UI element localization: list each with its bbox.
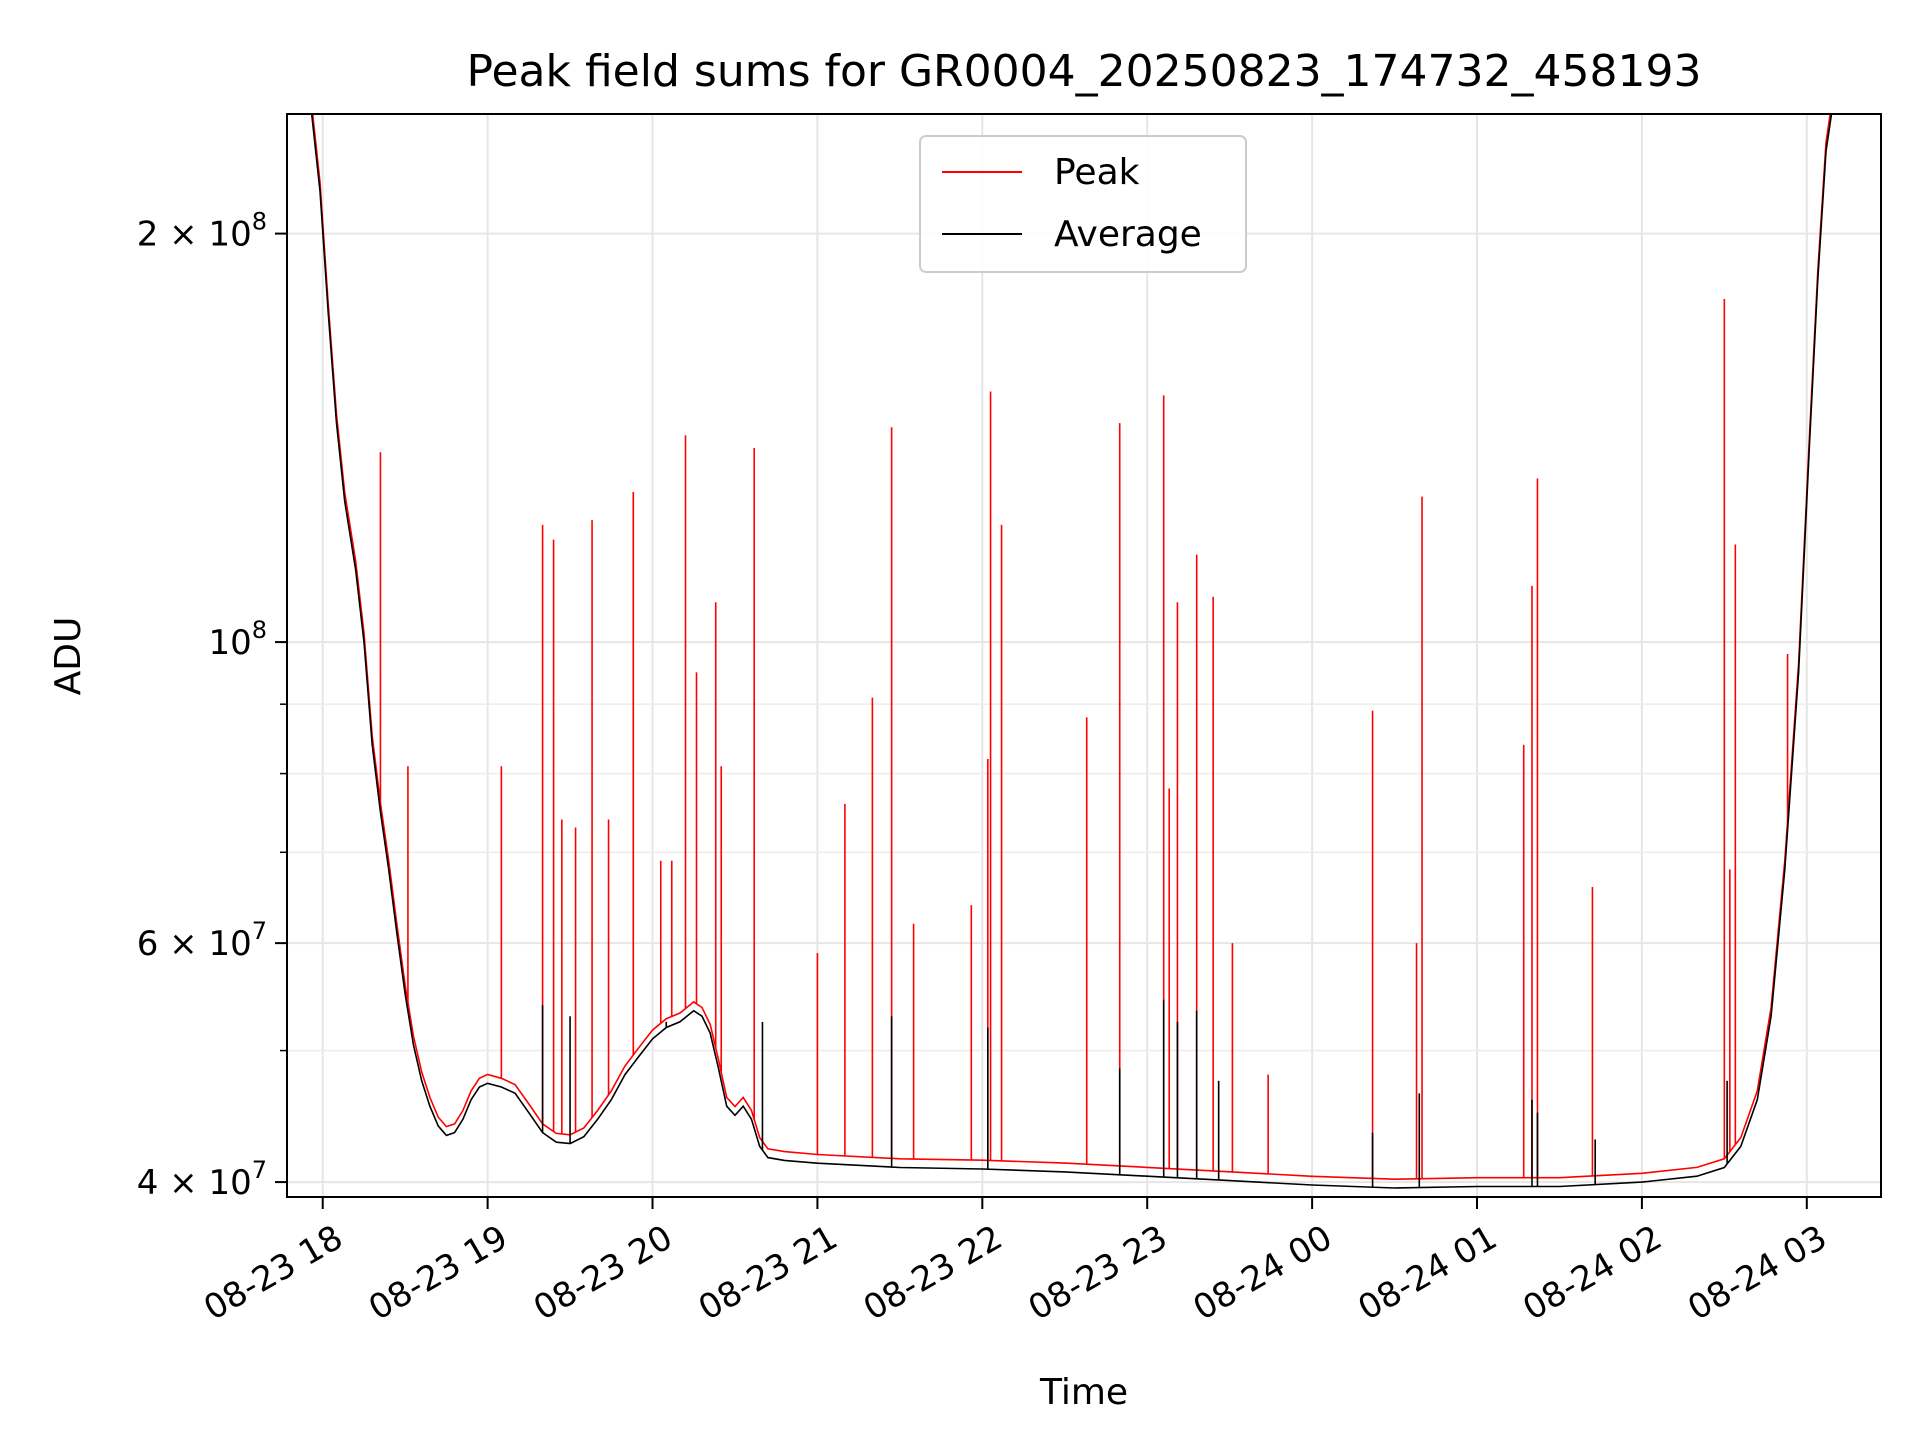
average-series <box>287 114 1881 1189</box>
y-tick-exponent: 8 <box>252 208 267 236</box>
chart-title: Peak field sums for GR0004_20250823_1747… <box>467 46 1702 97</box>
y-axis-title: ADU <box>48 617 89 696</box>
legend-box <box>919 135 1247 273</box>
y-tick-label: 2 × 108 <box>137 208 267 255</box>
y-tick-exponent: 8 <box>252 616 267 644</box>
y-tick-mantissa: 10 <box>208 623 251 663</box>
y-tick-label: 4 × 107 <box>137 1156 267 1203</box>
legend-average-label: Average <box>1054 214 1202 255</box>
peak-line <box>311 114 1832 1181</box>
y-tick-mantissa: 6 × 10 <box>137 924 252 964</box>
legend: Peak Average <box>919 135 1247 273</box>
y-tick-mantissa: 4 × 10 <box>137 1163 252 1203</box>
plot-area <box>287 114 1881 1189</box>
y-tick-label: 6 × 107 <box>137 917 267 964</box>
legend-peak-label: Peak <box>1054 152 1140 193</box>
y-tick-exponent: 7 <box>252 917 267 945</box>
plot-frame <box>286 113 1882 1198</box>
y-tick-exponent: 7 <box>252 1156 267 1184</box>
y-tick-label: 108 <box>208 616 267 663</box>
x-axis-title: Time <box>1039 1372 1128 1413</box>
average-line <box>287 114 1881 1189</box>
y-tick-mantissa: 2 × 10 <box>137 215 252 255</box>
peak-series <box>311 114 1832 1181</box>
